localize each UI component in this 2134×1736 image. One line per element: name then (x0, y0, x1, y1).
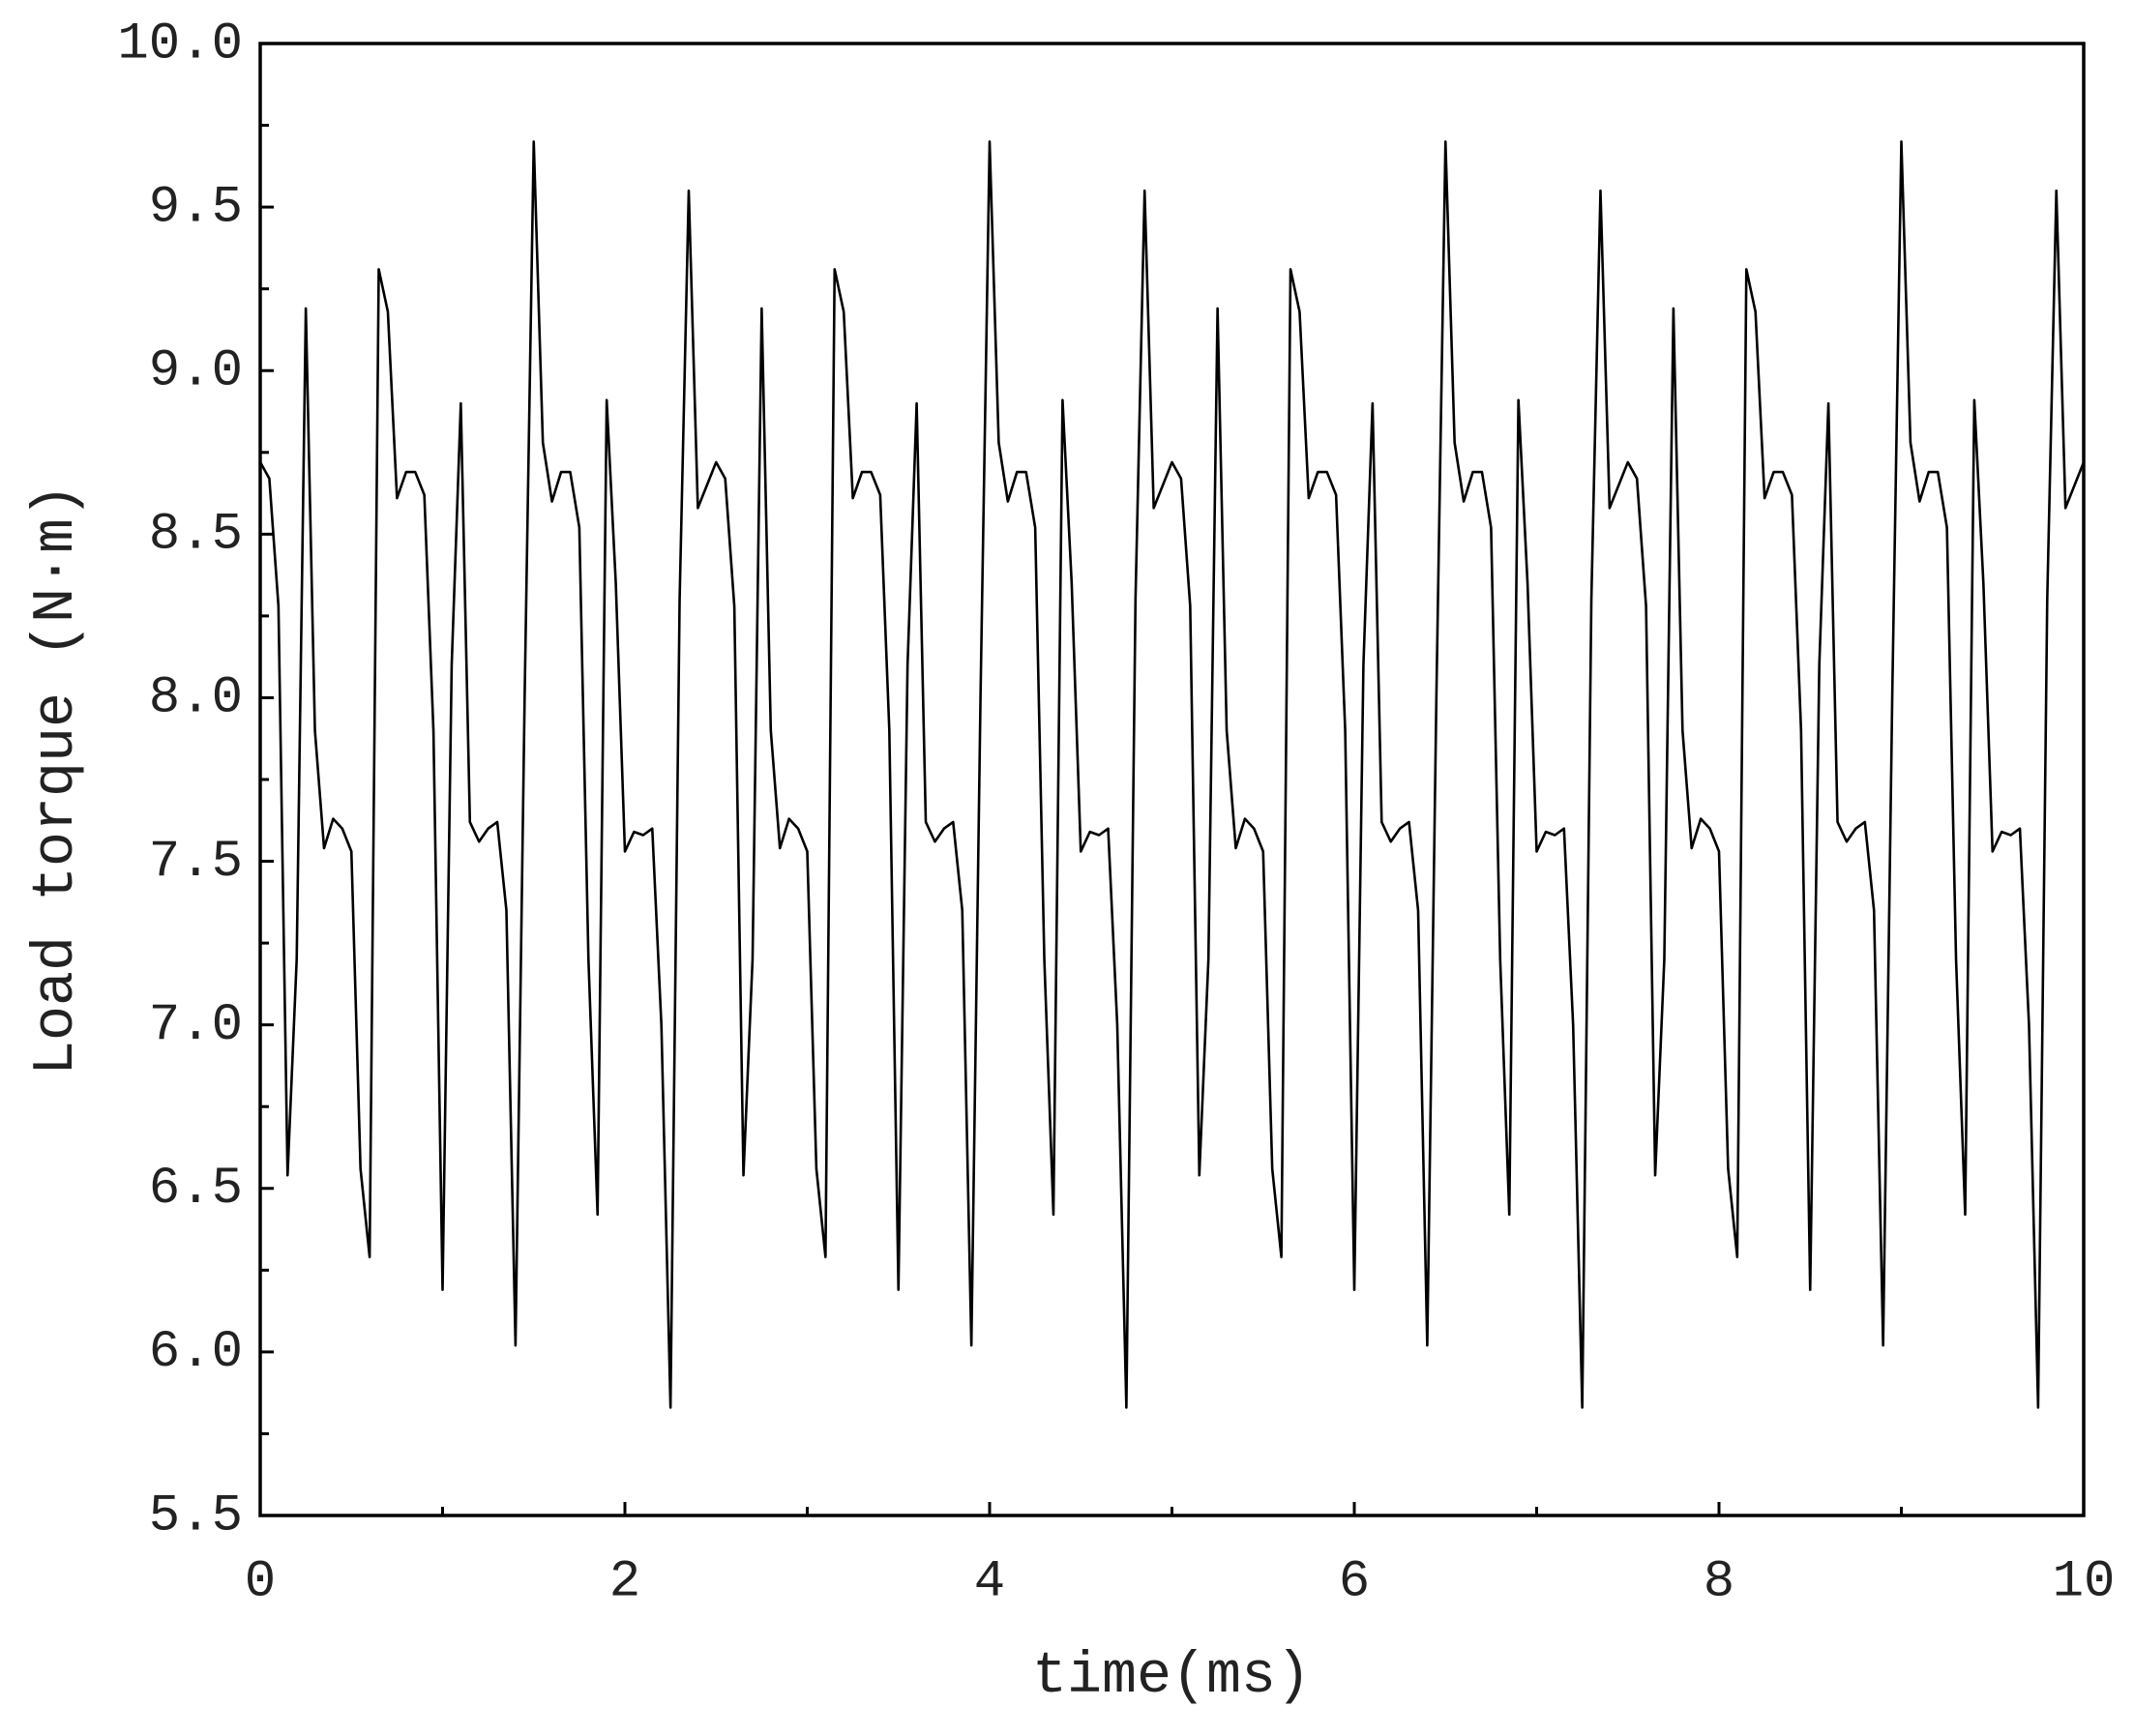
y-tick-label: 9.5 (149, 178, 243, 237)
x-tick-label: 2 (609, 1552, 640, 1611)
y-tick-label: 10.0 (117, 15, 243, 74)
y-tick-label: 6.0 (149, 1323, 243, 1382)
y-tick-label: 8.0 (149, 669, 243, 728)
line-series (258, 140, 2086, 1409)
x-tick-label: 6 (1339, 1552, 1370, 1611)
y-tick-label: 9.0 (149, 341, 243, 400)
x-tick-label: 4 (974, 1552, 1005, 1611)
y-tick-label: 8.5 (149, 506, 243, 565)
x-tick-label: 10 (2053, 1552, 2116, 1611)
x-tick-label: 0 (245, 1552, 276, 1611)
y-tick-label: 6.5 (149, 1160, 243, 1219)
x-axis-title: time(ms) (1032, 1644, 1311, 1710)
y-axis-title: Load torque (N·m) (24, 484, 90, 1075)
plot-frame (258, 42, 2086, 1517)
x-tick-label: 8 (1704, 1552, 1734, 1611)
y-tick-label: 5.5 (149, 1486, 243, 1545)
y-tick-label: 7.5 (149, 833, 243, 892)
y-tick-label: 7.0 (149, 996, 243, 1055)
